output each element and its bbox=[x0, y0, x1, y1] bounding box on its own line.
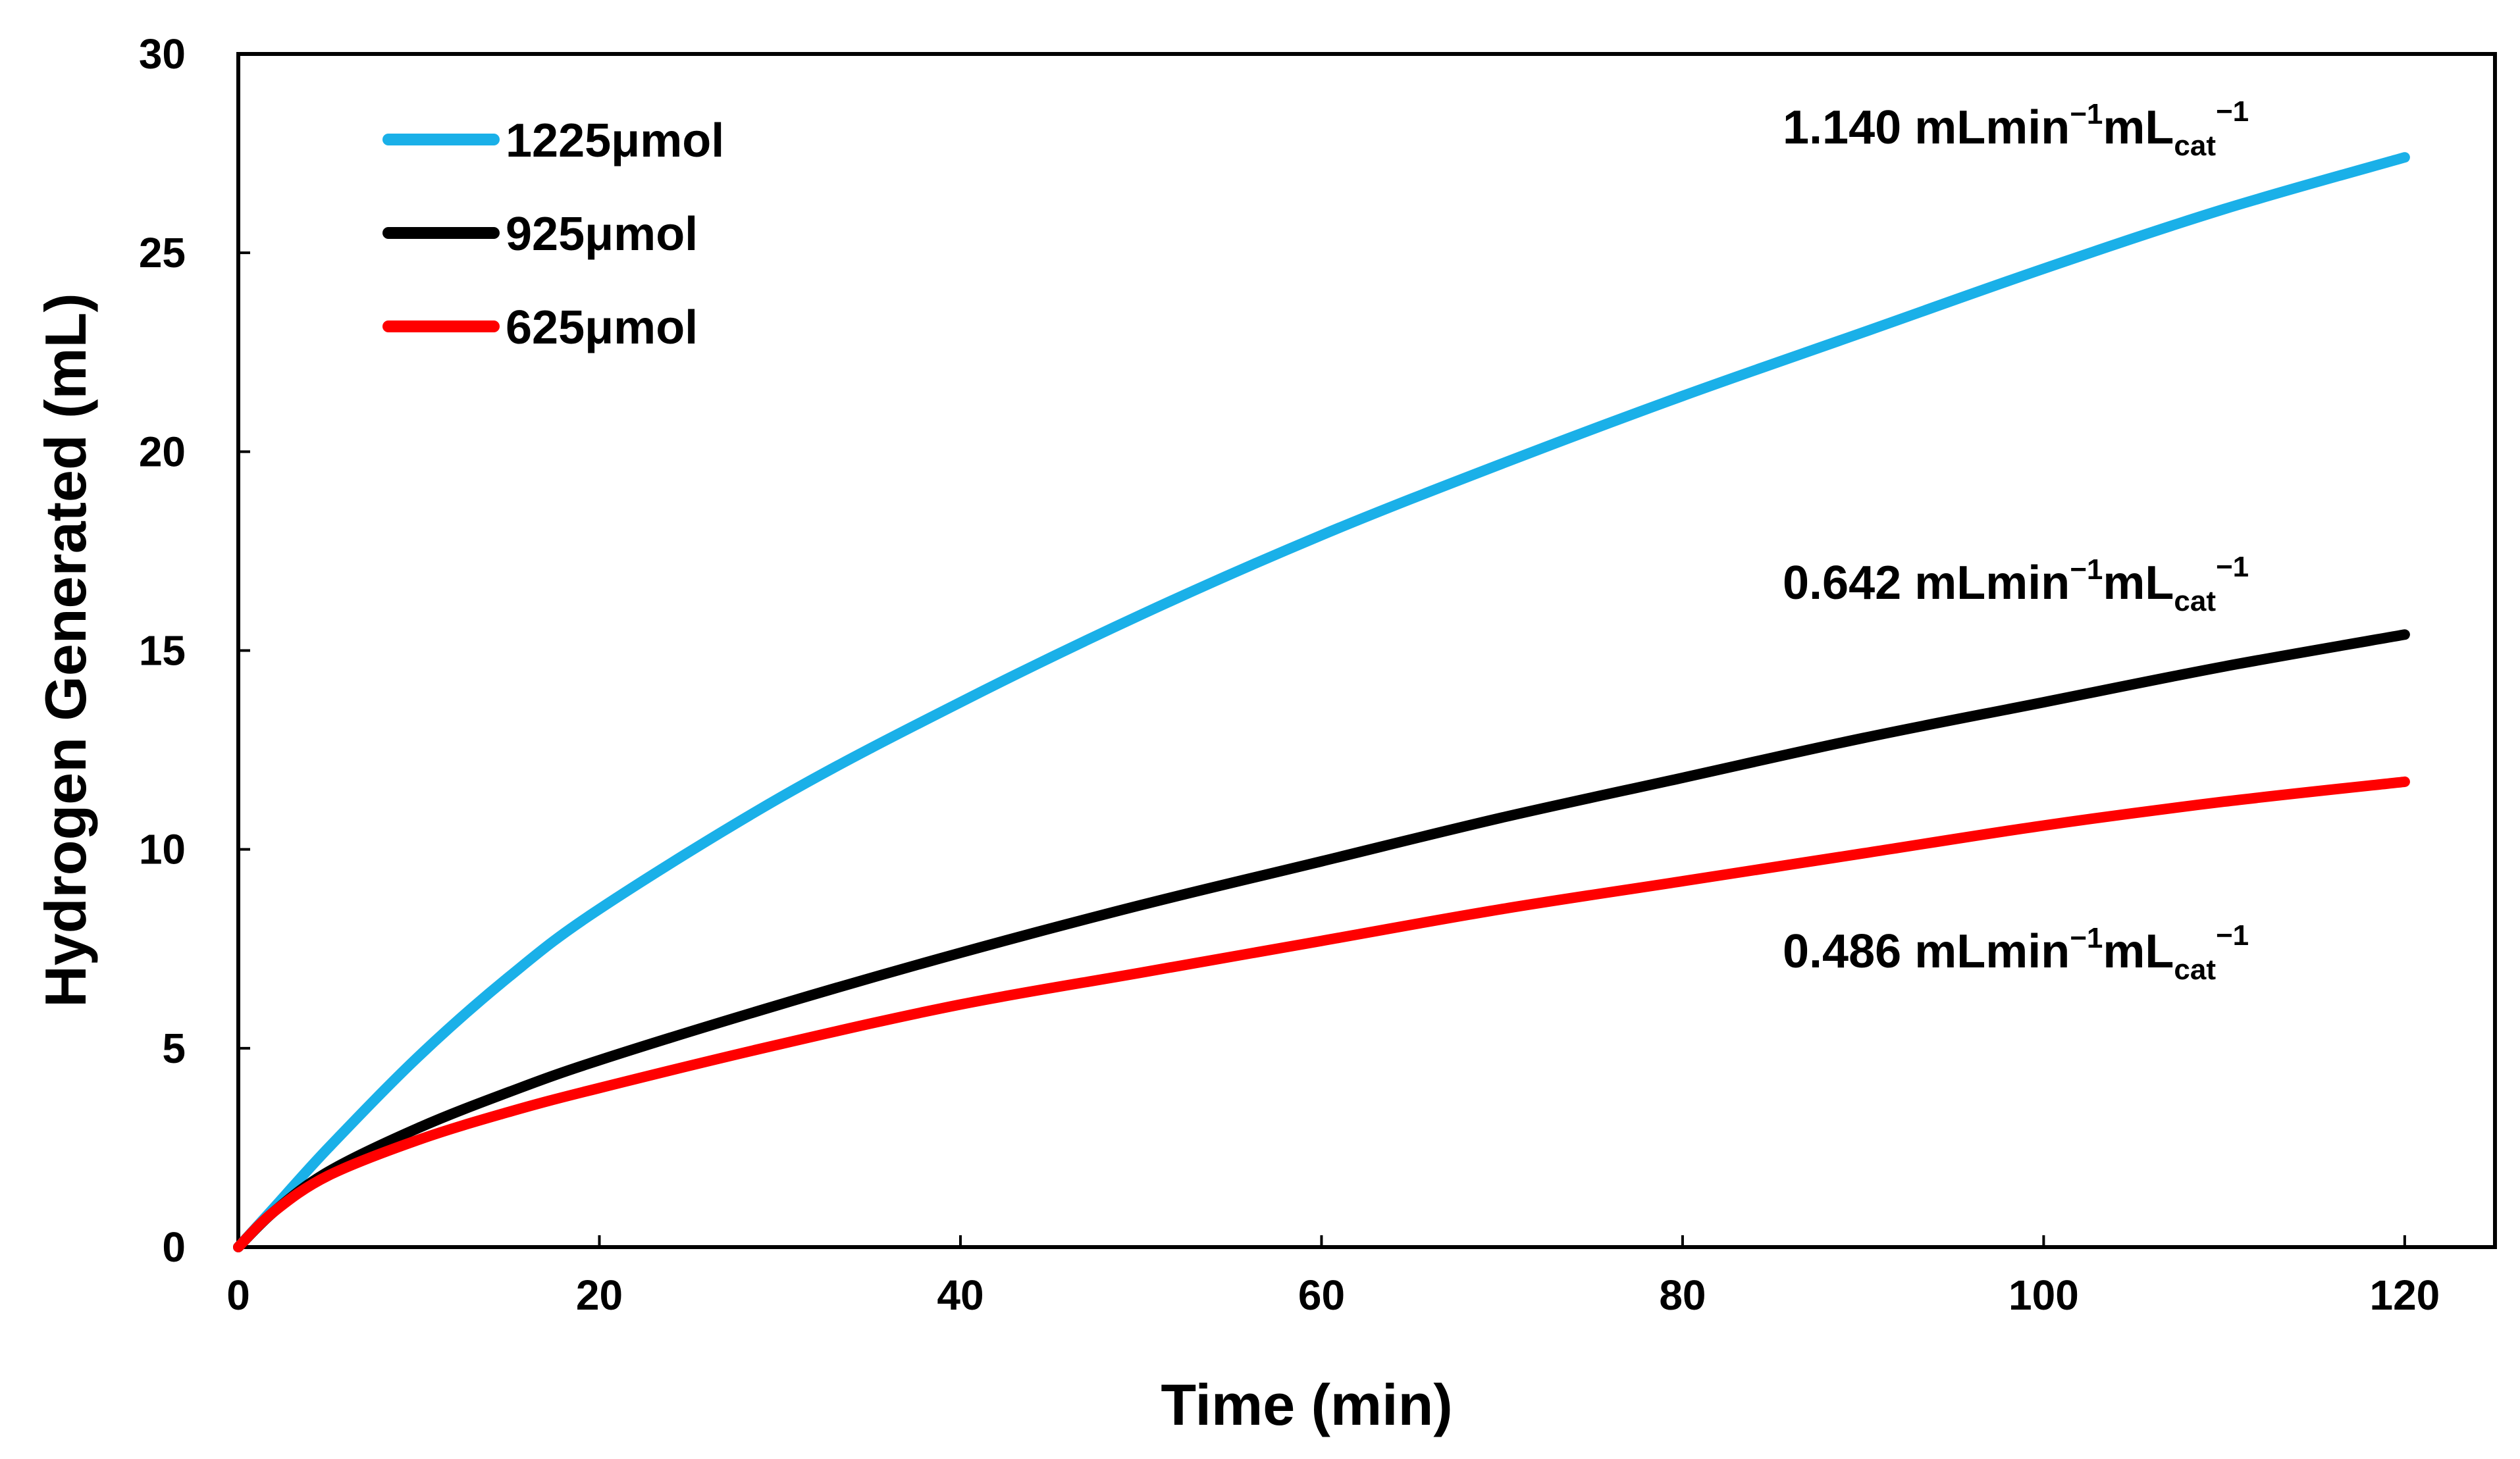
annotation-exp1: −1 bbox=[2070, 922, 2103, 954]
rate-annotations: 1.140 mLmin−1mLcat−10.642 mLmin−1mLcat−1… bbox=[1783, 95, 2249, 986]
x-tick-label: 120 bbox=[2369, 1271, 2440, 1319]
y-axis-ticks: 0 5 10 15 20 25 30 bbox=[139, 30, 250, 1271]
y-tick-label: 30 bbox=[139, 30, 186, 78]
annotation-space bbox=[1901, 101, 1914, 154]
y-tick-label: 0 bbox=[162, 1223, 186, 1271]
y-tick-label: 15 bbox=[139, 627, 186, 675]
annotation-value: 0.642 bbox=[1783, 557, 1901, 609]
annotation-unit: mLmin bbox=[1914, 925, 2070, 978]
legend-label-2: 625μmol bbox=[506, 301, 698, 354]
annotation-exp2: −1 bbox=[2216, 919, 2249, 952]
legend-label-0: 1225μmol bbox=[506, 115, 724, 167]
y-tick-label: 5 bbox=[162, 1025, 186, 1072]
x-tick-label: 0 bbox=[226, 1271, 250, 1319]
x-tick-label: 80 bbox=[1659, 1271, 1706, 1319]
annotation-space bbox=[1901, 925, 1914, 978]
annotation-value: 0.486 bbox=[1783, 925, 1901, 978]
annotation-sub: cat bbox=[2174, 954, 2216, 986]
annotation-unit: mLmin bbox=[1914, 557, 2070, 609]
x-tick-label: 40 bbox=[937, 1271, 984, 1319]
x-tick-label: 60 bbox=[1298, 1271, 1345, 1319]
annotation-unit: mLmin bbox=[1914, 101, 2070, 154]
series-line-0 bbox=[233, 152, 2410, 1252]
y-axis-title: Hydrogen Generated (mL) bbox=[33, 293, 98, 1007]
rate-annotation-2: 0.486 mLmin−1mLcat−1 bbox=[1783, 919, 2249, 986]
x-axis-title: Time (min) bbox=[1161, 1372, 1452, 1437]
x-tick-label: 20 bbox=[576, 1271, 623, 1319]
rate-annotation-1: 0.642 mLmin−1mLcat−1 bbox=[1783, 551, 2249, 617]
annotation-unit2: mL bbox=[2103, 925, 2174, 978]
series-line-2 bbox=[233, 776, 2410, 1252]
annotation-exp1: −1 bbox=[2070, 98, 2103, 130]
x-axis-ticks: 0 20 40 60 80 100 120 bbox=[226, 1235, 2440, 1319]
y-tick-label: 20 bbox=[139, 428, 186, 475]
legend-label-1: 925μmol bbox=[506, 208, 698, 261]
series-line-1 bbox=[233, 629, 2410, 1252]
annotation-unit2: mL bbox=[2103, 557, 2174, 609]
y-tick-label: 10 bbox=[139, 826, 186, 873]
legend: 1225μmol 925μmol 625μmol bbox=[382, 115, 724, 354]
x-tick-label: 100 bbox=[2008, 1271, 2079, 1319]
annotation-space bbox=[1901, 557, 1914, 609]
annotation-exp2: −1 bbox=[2216, 95, 2249, 128]
annotation-sub: cat bbox=[2174, 130, 2216, 162]
annotation-sub: cat bbox=[2174, 585, 2216, 617]
annotation-unit2: mL bbox=[2103, 101, 2174, 154]
annotation-exp1: −1 bbox=[2070, 553, 2103, 586]
rate-annotation-0: 1.140 mLmin−1mLcat−1 bbox=[1783, 95, 2249, 162]
series-layer bbox=[233, 152, 2410, 1252]
annotation-exp2: −1 bbox=[2216, 551, 2249, 583]
annotation-value: 1.140 bbox=[1783, 101, 1901, 154]
y-tick-label: 25 bbox=[139, 229, 186, 276]
